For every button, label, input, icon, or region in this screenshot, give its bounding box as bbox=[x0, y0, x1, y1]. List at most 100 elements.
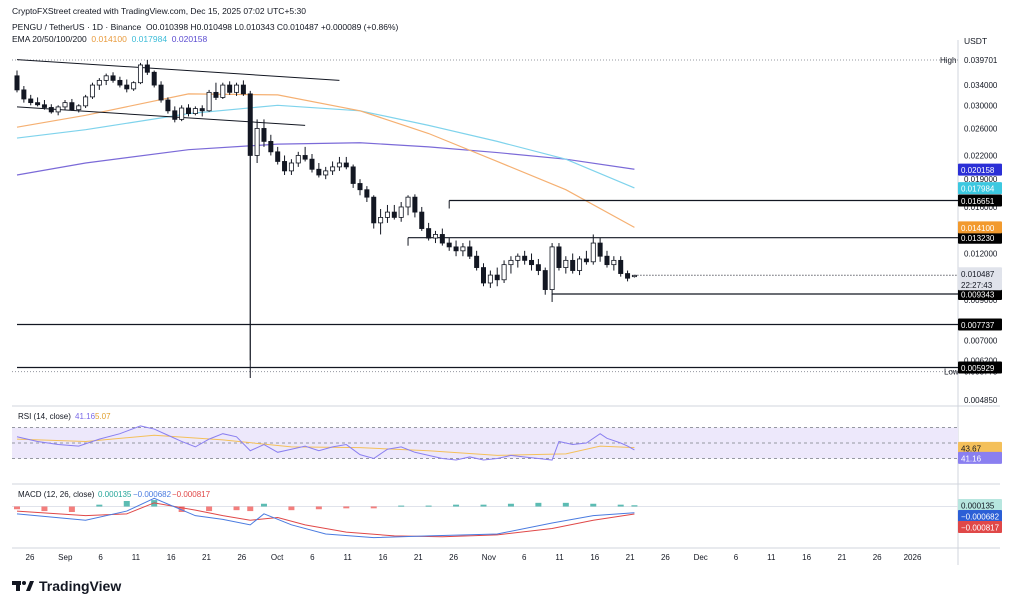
ema200-line bbox=[16, 142, 635, 176]
candle-body bbox=[432, 234, 438, 239]
last-price-badge: 0.010487 bbox=[961, 270, 995, 279]
price-tick: 0.030000 bbox=[964, 101, 998, 110]
rsi-ma-badge-bg bbox=[958, 441, 1002, 454]
macd-hist-bar bbox=[178, 506, 185, 512]
candle-body bbox=[28, 98, 34, 104]
time-tick: 6 bbox=[98, 553, 103, 562]
candle-body bbox=[21, 89, 27, 100]
time-tick: 2026 bbox=[904, 553, 922, 562]
macd-hist-bar bbox=[206, 506, 213, 512]
countdown-badge-bg bbox=[958, 278, 1002, 291]
time-tick: 11 bbox=[555, 553, 564, 562]
ema50-badge: 0.014100 bbox=[961, 224, 995, 233]
last-price-badge-bg bbox=[958, 267, 1002, 280]
candle-body bbox=[542, 270, 548, 290]
candle-body bbox=[316, 168, 322, 176]
macd-hist-badge: 0.000135 bbox=[961, 502, 995, 511]
candle-body bbox=[309, 158, 315, 170]
macd-hist-bar bbox=[96, 504, 103, 507]
candle-body bbox=[295, 155, 301, 164]
candle-body bbox=[117, 79, 123, 86]
candle-body bbox=[151, 71, 157, 86]
candle-body bbox=[446, 242, 452, 248]
high-label: High bbox=[940, 56, 956, 65]
countdown-badge: 22:27:43 bbox=[961, 281, 993, 290]
candle-body bbox=[467, 246, 473, 257]
time-tick: 21 bbox=[837, 553, 846, 562]
ema50-line bbox=[16, 93, 635, 228]
candle-body bbox=[378, 217, 384, 224]
price-tick: 0.019000 bbox=[964, 175, 998, 184]
candle-body bbox=[604, 255, 610, 266]
rsi-value-badge: 41.16 bbox=[961, 454, 982, 463]
candle-body bbox=[405, 196, 411, 208]
candle-body bbox=[124, 84, 130, 90]
candle-body bbox=[55, 106, 61, 113]
macd-signal-badge: −0.000817 bbox=[961, 524, 1000, 533]
macd-macd-value: −0.000682 bbox=[133, 490, 172, 499]
candle-body bbox=[96, 79, 102, 86]
ema100-badge-bg bbox=[958, 182, 1002, 195]
price-tick: 0.007000 bbox=[964, 337, 998, 346]
candle-body bbox=[419, 211, 425, 229]
macd-hist-bar bbox=[535, 502, 542, 507]
time-tick: 21 bbox=[202, 553, 211, 562]
time-tick: Dec bbox=[694, 553, 708, 562]
level-badge: 0.007737 bbox=[961, 321, 995, 330]
candle-body bbox=[371, 196, 377, 224]
rsi-title: RSI (14, close) bbox=[18, 412, 71, 421]
time-tick: 16 bbox=[379, 553, 388, 562]
ema-legend-label: EMA 20/50/100/200 bbox=[12, 34, 87, 44]
time-tick: 26 bbox=[873, 553, 882, 562]
candle-body bbox=[254, 128, 260, 156]
candle-body bbox=[179, 107, 185, 120]
ema-legend: EMA 20/50/100/200 0.014100 0.017984 0.02… bbox=[12, 34, 207, 44]
candle-body bbox=[583, 258, 589, 263]
candle-body bbox=[529, 259, 535, 266]
level-badge-bg bbox=[958, 194, 1002, 207]
time-tick: Nov bbox=[482, 553, 496, 562]
time-tick: 26 bbox=[237, 553, 246, 562]
candle-body bbox=[508, 259, 514, 266]
macd-hist-bar bbox=[123, 501, 130, 507]
candle-body bbox=[549, 246, 555, 290]
candle-body bbox=[590, 242, 596, 263]
time-tick: 11 bbox=[344, 553, 353, 562]
candle-body bbox=[391, 211, 397, 218]
macd-hist-bar bbox=[370, 506, 377, 509]
time-tick: 6 bbox=[734, 553, 739, 562]
price-tick: 0.022000 bbox=[964, 151, 998, 160]
symbol-ohlc-row: PENGU / TetherUS · 1D · Binance O0.01039… bbox=[12, 22, 398, 32]
ema100-badge: 0.017984 bbox=[961, 185, 995, 194]
candle-body bbox=[439, 234, 445, 244]
candle-body bbox=[89, 84, 95, 98]
rsi-ma-badge: 43.67 bbox=[961, 444, 982, 453]
level-badge-bg bbox=[958, 287, 1002, 300]
candle-body bbox=[220, 84, 226, 98]
candle-body bbox=[563, 259, 569, 268]
level-badge-bg bbox=[958, 318, 1002, 331]
candle-body bbox=[213, 91, 219, 98]
price-tick: 0.004850 bbox=[964, 396, 998, 405]
level-badge: 0.005929 bbox=[961, 364, 995, 373]
macd-hist-bar bbox=[247, 506, 254, 512]
time-tick: 21 bbox=[626, 553, 635, 562]
macd-hist-bar bbox=[315, 506, 322, 510]
price-tick: 0.012000 bbox=[964, 249, 998, 258]
price-tick: 0.026000 bbox=[964, 124, 998, 133]
candle-body bbox=[398, 206, 404, 218]
time-tick: 21 bbox=[414, 553, 423, 562]
time-tick: 26 bbox=[26, 553, 35, 562]
candle-body bbox=[192, 108, 198, 115]
macd-hist-bar bbox=[288, 506, 295, 511]
macd-hist-bar bbox=[480, 504, 487, 507]
level-badge-bg bbox=[958, 361, 1002, 374]
candle-body bbox=[515, 255, 521, 261]
candle-body bbox=[323, 170, 329, 176]
candle-body bbox=[487, 274, 493, 284]
price-tick: 0.009000 bbox=[964, 296, 998, 305]
candle-body bbox=[103, 75, 109, 81]
candle-body bbox=[364, 189, 370, 198]
ema50-legend-value: 0.014100 bbox=[91, 34, 127, 44]
